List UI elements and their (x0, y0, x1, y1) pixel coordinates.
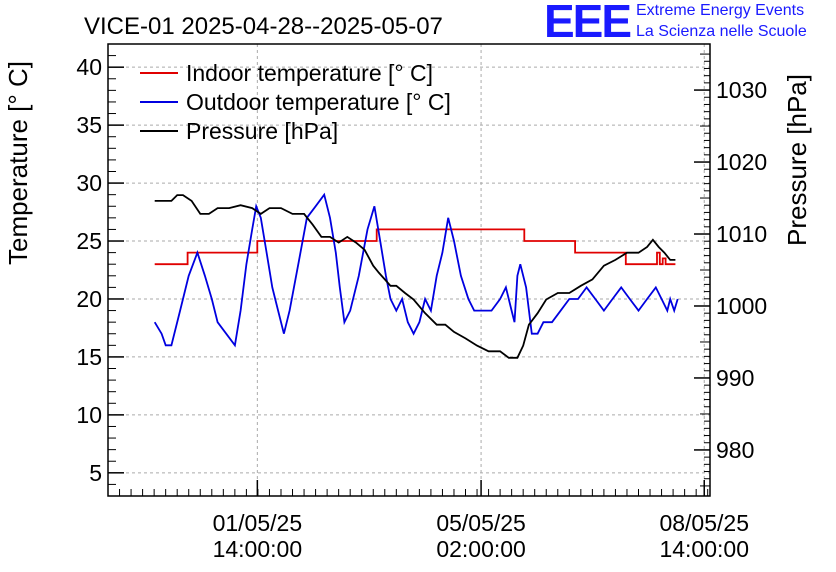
brand-line-1: Extreme Energy Events (636, 2, 805, 19)
series-line-2 (153, 192, 679, 348)
y-tick-label: 20 (76, 286, 102, 312)
y2-tick-label: 1020 (716, 149, 767, 175)
eee-logo: EEE (544, 0, 632, 47)
x-tick-label-time: 14:00:00 (213, 536, 303, 562)
y2-tick-label: 1000 (716, 293, 767, 319)
y-tick-label: 10 (76, 402, 102, 428)
y-tick-label: 40 (76, 54, 102, 80)
y2-tick-label: 1010 (716, 221, 767, 247)
y-tick-label: 30 (76, 170, 102, 196)
y2-tick-label: 980 (716, 437, 754, 463)
y2-axis-label: Pressure [hPa] (782, 74, 812, 246)
series-line-3 (154, 194, 676, 359)
y-tick-label: 5 (89, 460, 102, 486)
legend-label: Outdoor temperature [° C] (186, 89, 451, 115)
legend-label: Pressure [hPa] (186, 118, 338, 144)
y-tick-label: 35 (76, 112, 102, 138)
x-tick-label-date: 01/05/25 (213, 510, 303, 536)
y-axis-label: Temperature [° C] (3, 61, 33, 265)
legend: Indoor temperature [° C] Outdoor temperat… (140, 60, 451, 144)
legend-label: Indoor temperature [° C] (186, 60, 433, 86)
y-tick-label: 25 (76, 228, 102, 254)
x-tick-label-time: 02:00:00 (436, 536, 526, 562)
grid (108, 44, 710, 496)
axis-ticks: 5 10 15 20 25 30 35 40 980 990 1000 1010 1020 1030 01/… (76, 43, 767, 562)
y-tick-label: 15 (76, 344, 102, 370)
x-tick-label-time: 14:00:00 (659, 536, 749, 562)
series-group (153, 192, 679, 359)
brand-block: EEE Extreme Energy Events La Scienza nel… (544, 0, 834, 46)
y2-tick-label: 1030 (716, 77, 767, 103)
brand-line-2: La Scienza nelle Scuole (636, 23, 807, 40)
series-line-1 (154, 228, 676, 266)
chart-title: VICE-01 2025-04-28--2025-05-07 (84, 13, 443, 40)
x-tick-label-date: 05/05/25 (436, 510, 526, 536)
x-tick-label-date: 08/05/25 (659, 510, 749, 536)
y2-tick-label: 990 (716, 365, 754, 391)
